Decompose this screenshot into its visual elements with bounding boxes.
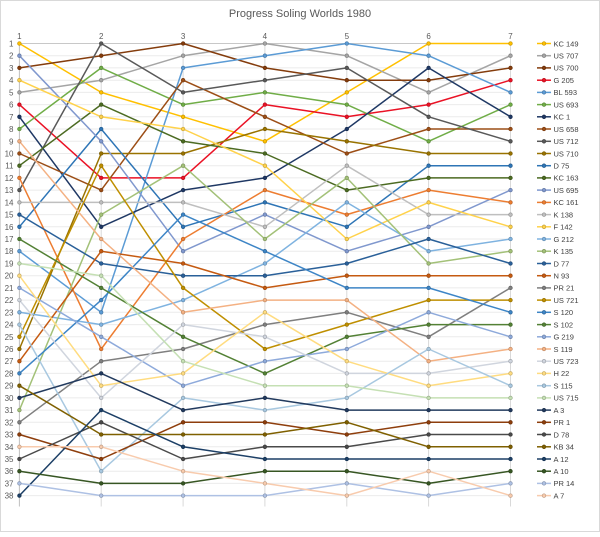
svg-text:A 10: A 10 bbox=[554, 467, 569, 476]
svg-text:KB 34: KB 34 bbox=[554, 443, 574, 452]
svg-text:KC 161: KC 161 bbox=[554, 198, 579, 207]
svg-text:8: 8 bbox=[9, 125, 14, 134]
svg-text:33: 33 bbox=[5, 431, 14, 440]
svg-text:A 12: A 12 bbox=[554, 455, 569, 464]
svg-text:12: 12 bbox=[5, 174, 14, 183]
svg-text:4: 4 bbox=[263, 32, 268, 41]
svg-text:14: 14 bbox=[5, 198, 14, 207]
svg-text:22: 22 bbox=[5, 296, 14, 305]
svg-text:18: 18 bbox=[5, 247, 14, 256]
svg-text:S 115: S 115 bbox=[554, 382, 573, 391]
svg-text:A 3: A 3 bbox=[554, 406, 565, 415]
svg-text:6: 6 bbox=[9, 101, 14, 110]
svg-text:US 695: US 695 bbox=[554, 186, 579, 195]
svg-text:PR 21: PR 21 bbox=[554, 284, 575, 293]
svg-text:US 658: US 658 bbox=[554, 125, 579, 134]
svg-text:N 93: N 93 bbox=[554, 272, 570, 281]
svg-text:13: 13 bbox=[5, 186, 14, 195]
svg-text:37: 37 bbox=[5, 479, 14, 488]
svg-text:PR 14: PR 14 bbox=[554, 479, 575, 488]
svg-text:10: 10 bbox=[5, 150, 14, 159]
svg-text:20: 20 bbox=[5, 272, 14, 281]
svg-text:9: 9 bbox=[9, 137, 14, 146]
svg-text:A 7: A 7 bbox=[554, 491, 565, 500]
svg-text:US 715: US 715 bbox=[554, 394, 579, 403]
svg-text:F 142: F 142 bbox=[554, 223, 573, 232]
svg-text:S 102: S 102 bbox=[554, 320, 574, 329]
svg-text:S 120: S 120 bbox=[554, 308, 574, 317]
svg-text:5: 5 bbox=[345, 32, 350, 41]
svg-text:24: 24 bbox=[5, 321, 14, 330]
svg-text:KC 149: KC 149 bbox=[554, 39, 579, 48]
svg-text:27: 27 bbox=[5, 357, 14, 366]
svg-text:G 205: G 205 bbox=[554, 76, 574, 85]
svg-text:G 219: G 219 bbox=[554, 333, 574, 342]
svg-text:5: 5 bbox=[9, 88, 14, 97]
svg-text:34: 34 bbox=[5, 443, 14, 452]
svg-text:1: 1 bbox=[9, 40, 14, 49]
svg-text:28: 28 bbox=[5, 369, 14, 378]
svg-text:PR 1: PR 1 bbox=[554, 418, 571, 427]
svg-text:31: 31 bbox=[5, 406, 14, 415]
svg-text:35: 35 bbox=[5, 455, 14, 464]
svg-text:US 710: US 710 bbox=[554, 149, 579, 158]
svg-text:US 707: US 707 bbox=[554, 52, 579, 61]
svg-text:30: 30 bbox=[5, 394, 14, 403]
svg-text:K 135: K 135 bbox=[554, 247, 574, 256]
svg-text:3: 3 bbox=[181, 32, 186, 41]
svg-text:26: 26 bbox=[5, 345, 14, 354]
svg-text:BL 593: BL 593 bbox=[554, 88, 578, 97]
svg-text:2: 2 bbox=[9, 52, 14, 61]
svg-text:17: 17 bbox=[5, 235, 14, 244]
svg-text:US 723: US 723 bbox=[554, 357, 579, 366]
svg-text:Progress Soling Worlds 1980: Progress Soling Worlds 1980 bbox=[229, 8, 371, 20]
svg-text:36: 36 bbox=[5, 467, 14, 476]
svg-text:D 77: D 77 bbox=[554, 259, 570, 268]
svg-text:KC 1: KC 1 bbox=[554, 113, 571, 122]
svg-text:38: 38 bbox=[5, 492, 14, 501]
svg-text:15: 15 bbox=[5, 211, 14, 220]
svg-text:KC 163: KC 163 bbox=[554, 174, 579, 183]
svg-text:US 721: US 721 bbox=[554, 296, 579, 305]
svg-text:D 78: D 78 bbox=[554, 430, 570, 439]
svg-text:H 22: H 22 bbox=[554, 369, 570, 378]
svg-text:2: 2 bbox=[99, 32, 104, 41]
svg-text:7: 7 bbox=[508, 32, 513, 41]
svg-text:K 138: K 138 bbox=[554, 210, 574, 219]
svg-text:3: 3 bbox=[9, 64, 14, 73]
svg-text:32: 32 bbox=[5, 418, 14, 427]
svg-text:D 75: D 75 bbox=[554, 162, 570, 171]
svg-text:US 700: US 700 bbox=[554, 64, 579, 73]
svg-text:23: 23 bbox=[5, 308, 14, 317]
svg-text:S 119: S 119 bbox=[554, 345, 573, 354]
svg-text:7: 7 bbox=[9, 113, 14, 122]
svg-text:4: 4 bbox=[9, 76, 14, 85]
svg-text:US 712: US 712 bbox=[554, 137, 579, 146]
svg-text:G 212: G 212 bbox=[554, 235, 574, 244]
svg-text:16: 16 bbox=[5, 223, 14, 232]
svg-text:19: 19 bbox=[5, 260, 14, 269]
svg-text:29: 29 bbox=[5, 382, 14, 391]
svg-text:25: 25 bbox=[5, 333, 14, 342]
svg-text:21: 21 bbox=[5, 284, 14, 293]
svg-text:6: 6 bbox=[426, 32, 431, 41]
svg-text:11: 11 bbox=[5, 162, 14, 171]
svg-text:1: 1 bbox=[17, 32, 22, 41]
svg-text:US 693: US 693 bbox=[554, 100, 579, 109]
